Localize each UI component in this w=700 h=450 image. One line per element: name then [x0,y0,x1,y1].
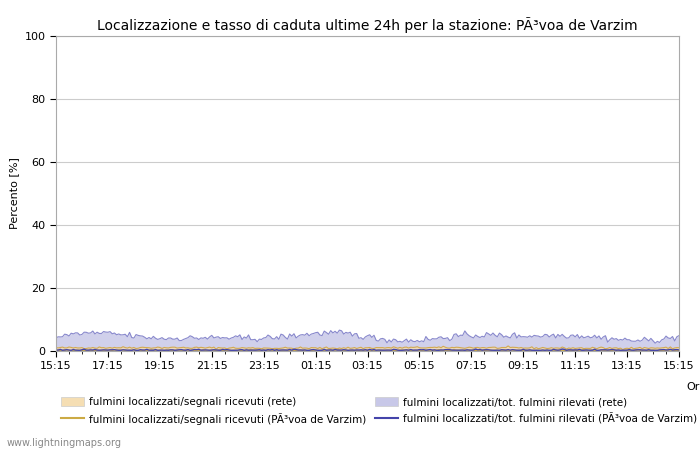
Text: Orario: Orario [686,382,700,392]
Title: Localizzazione e tasso di caduta ultime 24h per la stazione: PÃ³voa de Varzim: Localizzazione e tasso di caduta ultime … [97,18,638,33]
Y-axis label: Percento [%]: Percento [%] [9,158,19,230]
Text: www.lightningmaps.org: www.lightningmaps.org [7,438,122,448]
Legend: fulmini localizzati/segnali ricevuti (rete), fulmini localizzati/segnali ricevut: fulmini localizzati/segnali ricevuti (re… [61,397,697,424]
